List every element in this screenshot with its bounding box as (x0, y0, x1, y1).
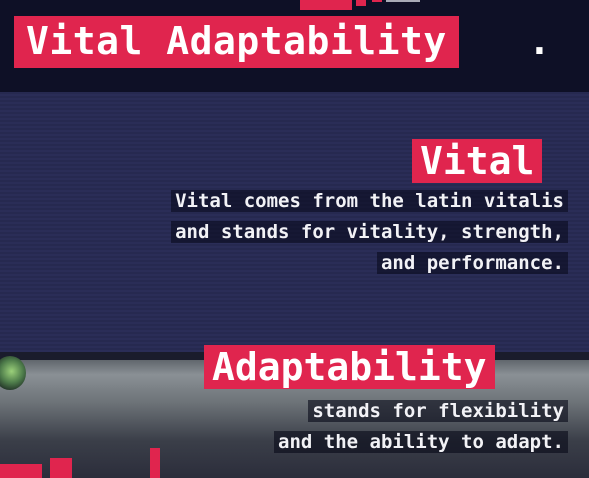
page-title: Vital Adaptability (14, 16, 459, 68)
section-body-vital: Vital comes from the latin vitalis and s… (32, 186, 568, 279)
section-heading-vital: Vital (412, 139, 543, 183)
glitch-graphic-top (300, 0, 420, 14)
body-line: and performance. (376, 252, 568, 274)
title-block: Vital Adaptability (14, 16, 459, 68)
body-line: and stands for vitality, strength, (171, 221, 568, 243)
green-orb-graphic (0, 356, 26, 390)
body-line: Vital comes from the latin vitalis (171, 190, 568, 212)
body-line: stands for flexibility (308, 400, 568, 422)
section-body-adaptability: stands for flexibility and the ability t… (160, 396, 568, 458)
glitch-graphic-bottom (0, 448, 170, 478)
title-period: . (528, 19, 551, 63)
section-heading-adaptability: Adaptability (204, 345, 495, 389)
body-line: and the ability to adapt. (274, 431, 568, 453)
